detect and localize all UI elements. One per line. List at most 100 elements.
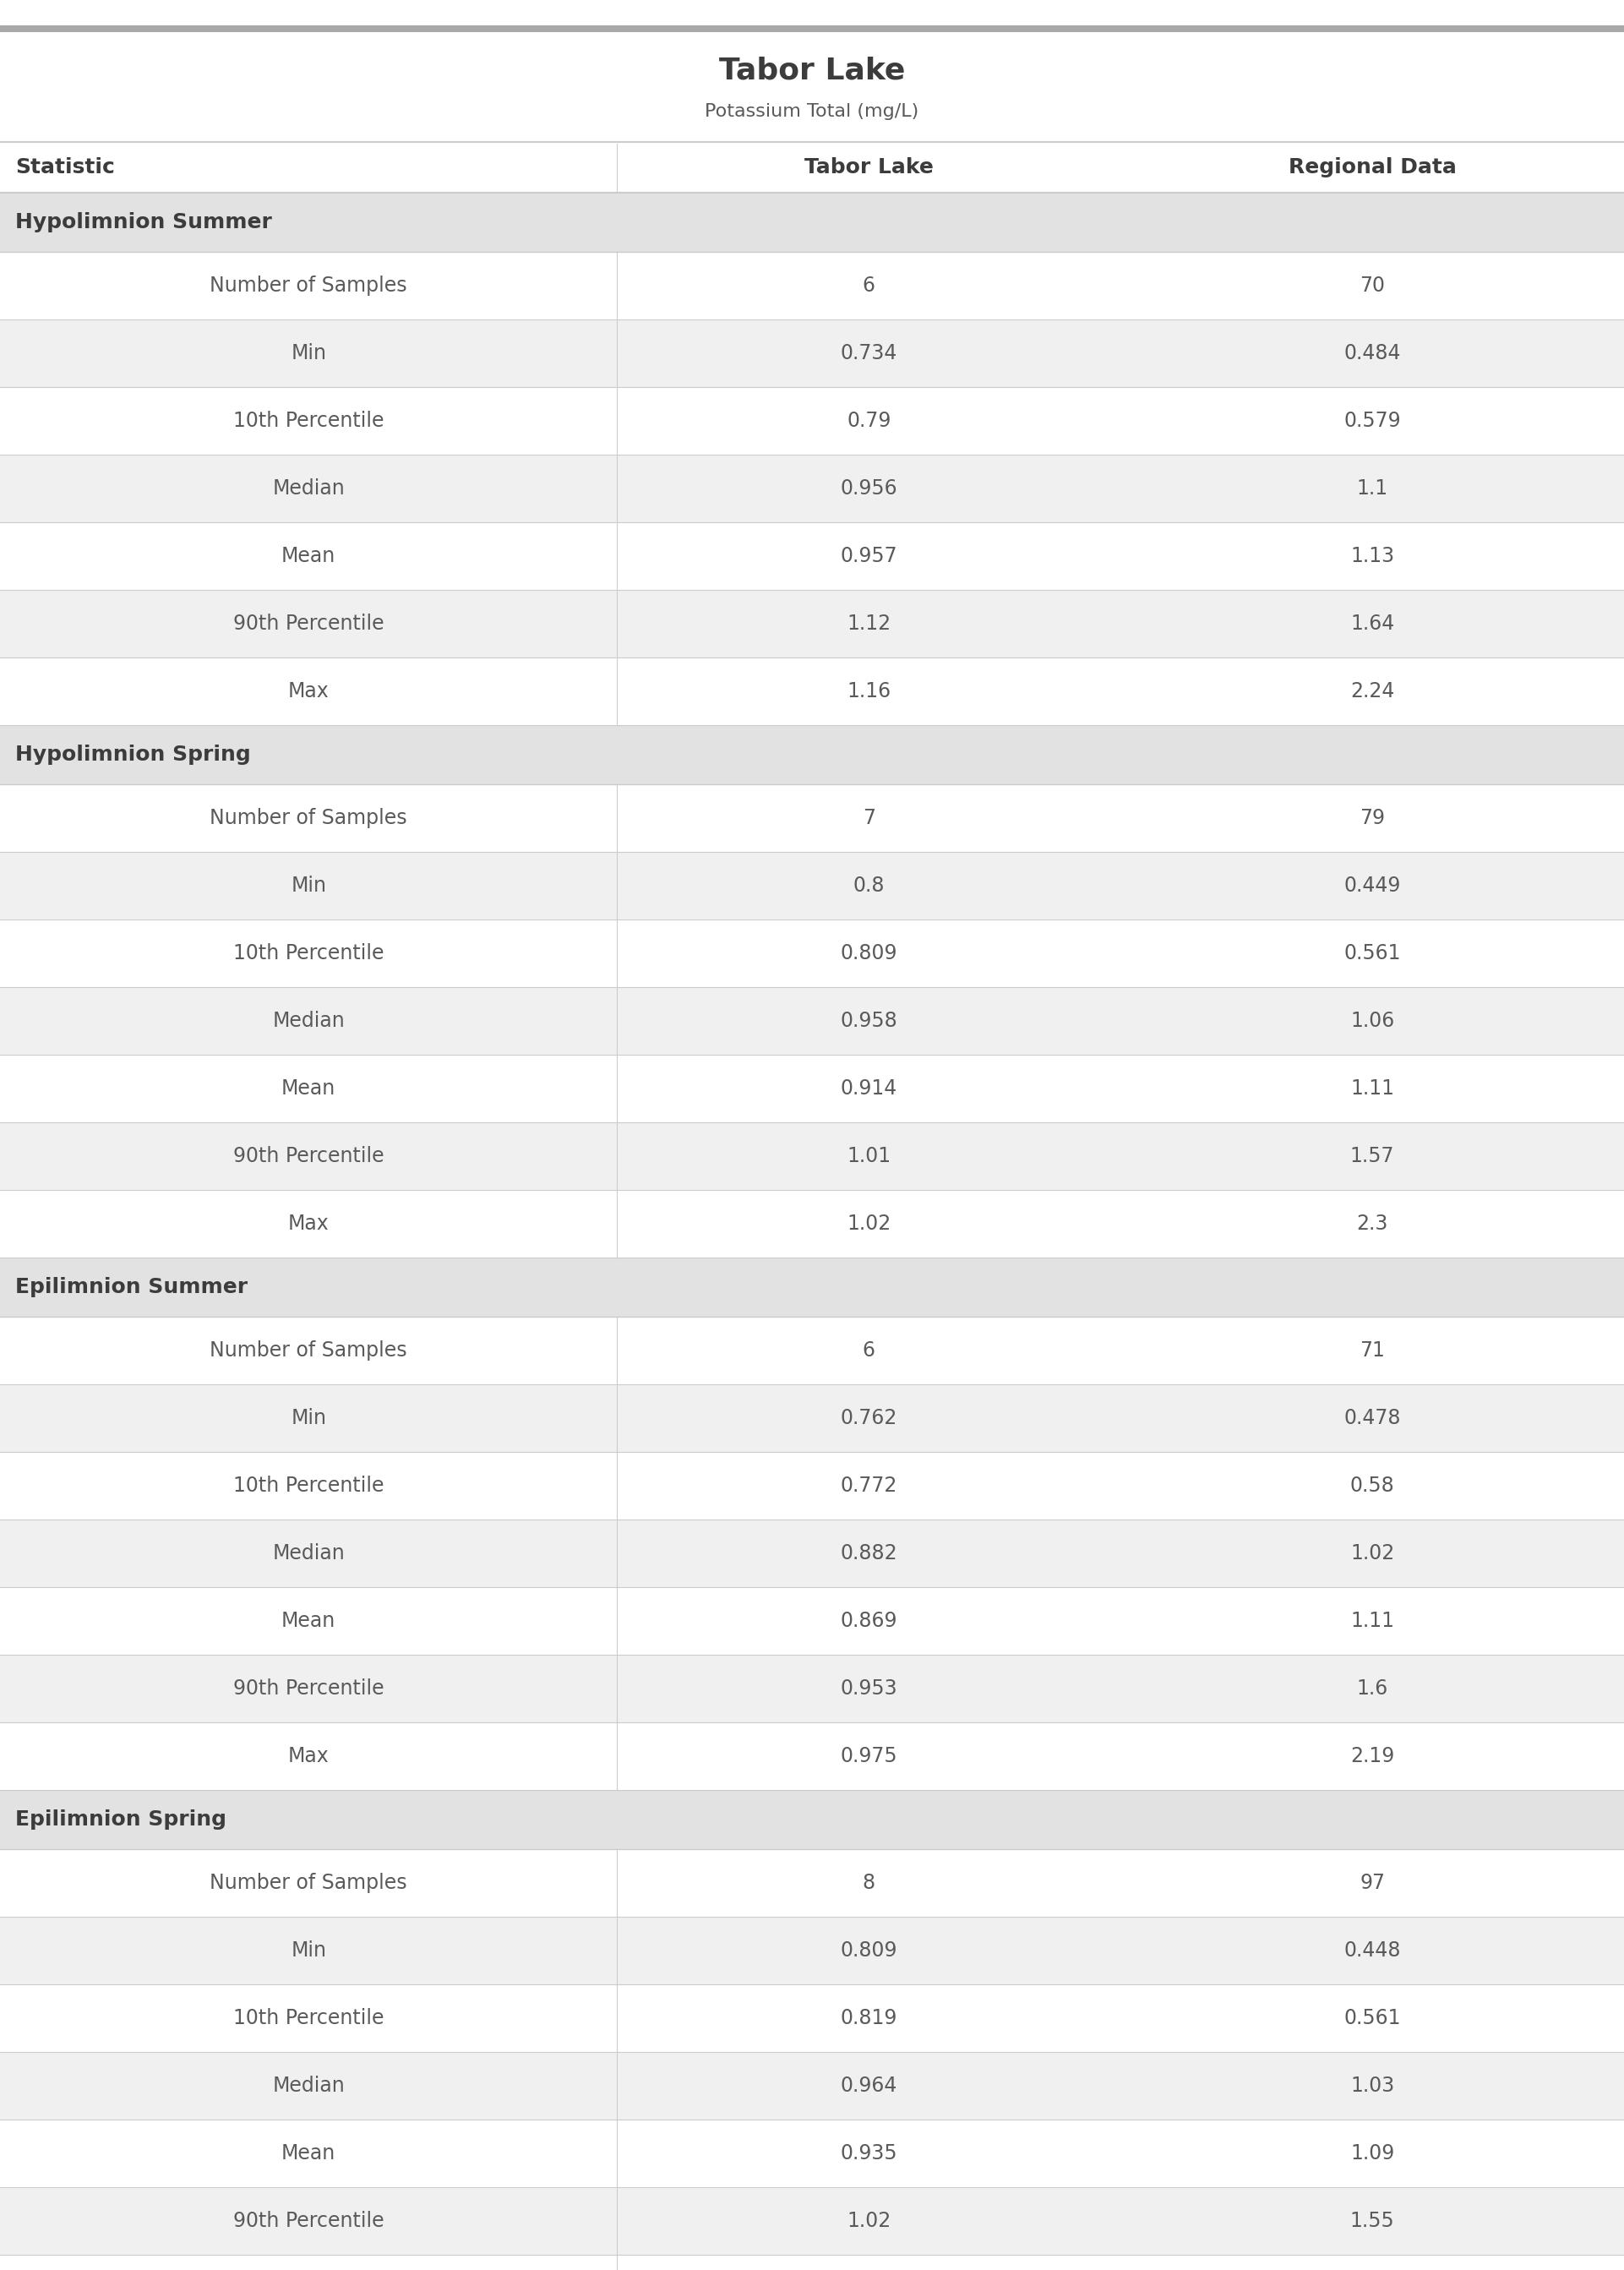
Bar — [0, 851, 1624, 919]
Text: 1.09: 1.09 — [1350, 2143, 1395, 2163]
Text: Median: Median — [273, 2075, 344, 2095]
Text: 90th Percentile: 90th Percentile — [234, 1678, 383, 1698]
Text: Mean: Mean — [281, 1078, 336, 1099]
Text: 1.02: 1.02 — [846, 1214, 892, 1235]
Text: Mean: Mean — [281, 2143, 336, 2163]
Text: 6: 6 — [862, 1339, 875, 1360]
Text: Median: Median — [273, 1544, 344, 1564]
Text: Tabor Lake: Tabor Lake — [719, 57, 905, 84]
Text: 0.448: 0.448 — [1343, 1941, 1402, 1961]
Text: Number of Samples: Number of Samples — [209, 808, 408, 829]
Text: 1.11: 1.11 — [1350, 1078, 1395, 1099]
Text: 0.958: 0.958 — [840, 1010, 898, 1031]
Text: 10th Percentile: 10th Percentile — [234, 411, 383, 431]
Text: 1.64: 1.64 — [1350, 613, 1395, 633]
Text: 0.819: 0.819 — [840, 2009, 898, 2029]
Text: 0.79: 0.79 — [846, 411, 892, 431]
Bar — [0, 1916, 1624, 1984]
Text: 2.3: 2.3 — [1356, 1214, 1389, 1235]
Bar — [0, 1984, 1624, 2052]
Text: 1.06: 1.06 — [1350, 1010, 1395, 1031]
Bar — [0, 143, 1624, 193]
Text: 1.55: 1.55 — [1350, 2211, 1395, 2231]
Text: 0.762: 0.762 — [840, 1407, 898, 1428]
Text: 6: 6 — [862, 275, 875, 295]
Text: 0.809: 0.809 — [840, 942, 898, 962]
Text: Min: Min — [291, 1407, 326, 1428]
Text: 1.02: 1.02 — [846, 2211, 892, 2231]
Text: 0.478: 0.478 — [1343, 1407, 1402, 1428]
Text: 0.579: 0.579 — [1343, 411, 1402, 431]
Bar — [0, 1121, 1624, 1189]
Text: 0.561: 0.561 — [1343, 2009, 1402, 2029]
Text: Epilimnion Spring: Epilimnion Spring — [15, 1809, 226, 1830]
Text: Median: Median — [273, 479, 344, 499]
Bar — [0, 724, 1624, 783]
Bar — [0, 1587, 1624, 1655]
Bar — [0, 1519, 1624, 1587]
Bar — [0, 2052, 1624, 2120]
Text: 0.449: 0.449 — [1343, 876, 1402, 897]
Text: 8: 8 — [862, 1873, 875, 1893]
Text: Number of Samples: Number of Samples — [209, 275, 408, 295]
Text: 1.13: 1.13 — [1350, 547, 1395, 565]
Text: Max: Max — [287, 1746, 330, 1766]
Text: 1.57: 1.57 — [1350, 1146, 1395, 1167]
Bar — [0, 1258, 1624, 1317]
Bar — [0, 1317, 1624, 1385]
Bar — [0, 388, 1624, 454]
Bar — [0, 658, 1624, 724]
Text: Mean: Mean — [281, 1612, 336, 1632]
Text: Max: Max — [287, 681, 330, 701]
Text: 0.956: 0.956 — [840, 479, 898, 499]
Text: 0.58: 0.58 — [1350, 1476, 1395, 1496]
Text: Max: Max — [287, 1214, 330, 1235]
Text: 0.975: 0.975 — [840, 1746, 898, 1766]
Text: 0.935: 0.935 — [840, 2143, 898, 2163]
Text: 90th Percentile: 90th Percentile — [234, 613, 383, 633]
Text: 90th Percentile: 90th Percentile — [234, 1146, 383, 1167]
Text: Tabor Lake: Tabor Lake — [804, 157, 934, 177]
Text: 97: 97 — [1359, 1873, 1385, 1893]
Text: 70: 70 — [1359, 275, 1385, 295]
Bar — [0, 252, 1624, 320]
Text: Statistic: Statistic — [15, 157, 115, 177]
Text: Number of Samples: Number of Samples — [209, 1339, 408, 1360]
Bar — [0, 320, 1624, 388]
Text: 1.16: 1.16 — [846, 681, 892, 701]
Bar — [0, 2254, 1624, 2270]
Text: 10th Percentile: 10th Percentile — [234, 942, 383, 962]
Text: 10th Percentile: 10th Percentile — [234, 1476, 383, 1496]
Text: 0.957: 0.957 — [840, 547, 898, 565]
Text: 1.01: 1.01 — [846, 1146, 892, 1167]
Text: 1.11: 1.11 — [1350, 1612, 1395, 1632]
Bar — [0, 2120, 1624, 2188]
Bar — [0, 1850, 1624, 1916]
Text: 0.734: 0.734 — [840, 343, 898, 363]
Bar — [0, 783, 1624, 851]
Bar — [0, 1385, 1624, 1453]
Text: 0.964: 0.964 — [840, 2075, 898, 2095]
Bar — [0, 32, 1624, 143]
Text: 1.02: 1.02 — [1350, 1544, 1395, 1564]
Text: 0.882: 0.882 — [840, 1544, 898, 1564]
Bar — [0, 590, 1624, 658]
Text: 2.24: 2.24 — [1350, 681, 1395, 701]
Text: Hypolimnion Spring: Hypolimnion Spring — [15, 745, 250, 765]
Bar — [0, 454, 1624, 522]
Bar — [0, 987, 1624, 1056]
Text: 0.561: 0.561 — [1343, 942, 1402, 962]
Bar — [0, 1056, 1624, 1121]
Text: 1.1: 1.1 — [1356, 479, 1389, 499]
Text: Min: Min — [291, 1941, 326, 1961]
Text: Number of Samples: Number of Samples — [209, 1873, 408, 1893]
Text: 1.12: 1.12 — [846, 613, 892, 633]
Text: Min: Min — [291, 876, 326, 897]
Text: 79: 79 — [1359, 808, 1385, 829]
Text: Epilimnion Summer: Epilimnion Summer — [15, 1278, 248, 1296]
Bar — [0, 1655, 1624, 1723]
Text: 0.809: 0.809 — [840, 1941, 898, 1961]
Bar — [0, 919, 1624, 987]
Text: Median: Median — [273, 1010, 344, 1031]
Bar — [0, 522, 1624, 590]
